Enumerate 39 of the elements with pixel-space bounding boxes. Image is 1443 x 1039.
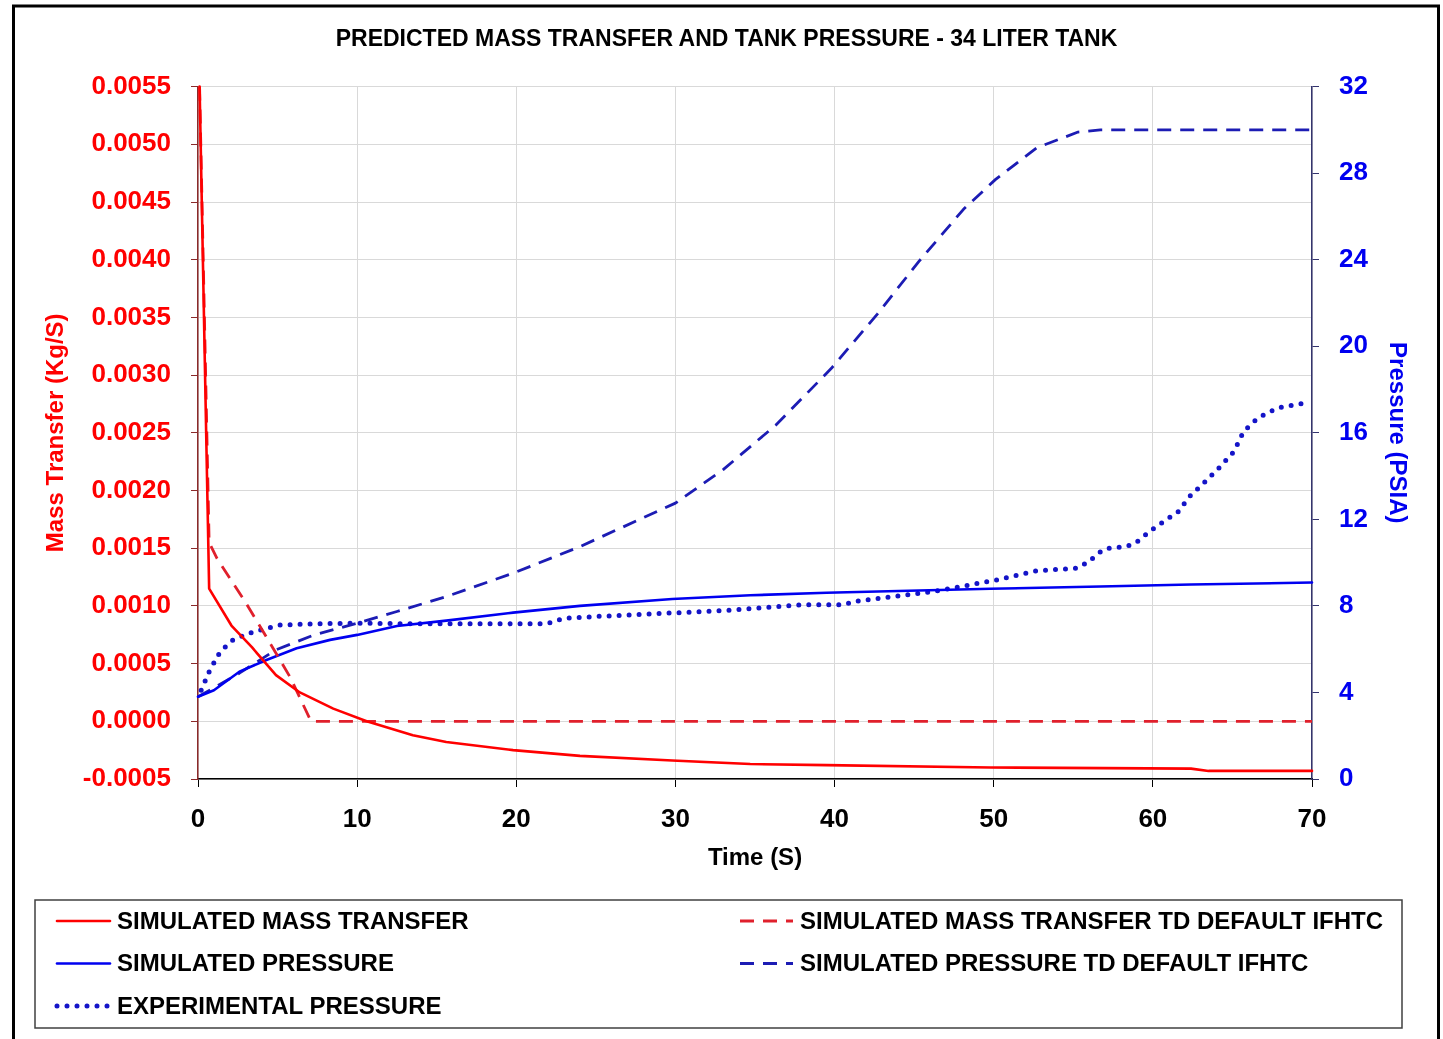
y2-tick-label: 32 bbox=[1339, 69, 1368, 100]
y-tick-label: 0.0045 bbox=[91, 185, 171, 216]
y-tick-label: 0.0020 bbox=[91, 473, 171, 504]
y2-tick-label: 12 bbox=[1339, 502, 1368, 533]
x-tick-label: 0 bbox=[190, 802, 206, 833]
x-tick-label: 20 bbox=[501, 802, 531, 833]
x-tick-label: 50 bbox=[979, 802, 1009, 833]
y2-tick-label: 4 bbox=[1339, 675, 1354, 706]
chart-title: PREDICTED MASS TRANSFER AND TANK PRESSURE - 34 LITER TANK bbox=[335, 25, 1118, 52]
x-tick-label: 70 bbox=[1297, 802, 1327, 833]
y-tick-label: 0.0025 bbox=[91, 415, 171, 446]
x-tick-label: 30 bbox=[660, 802, 690, 833]
x-axis-title: Time (S) bbox=[707, 843, 803, 871]
y2-tick-label: 8 bbox=[1339, 589, 1354, 620]
y2-axis-title: Pressure (PSIA) bbox=[1384, 342, 1412, 524]
y-tick-label: 0.0010 bbox=[91, 589, 171, 620]
y-tick-label: 0.0005 bbox=[91, 646, 171, 677]
y2-tick-label: 20 bbox=[1339, 329, 1368, 360]
y-tick-label: 0.0050 bbox=[91, 127, 171, 158]
y-tick-label: 0.0035 bbox=[91, 300, 171, 331]
legend-label: SIMULATED MASS TRANSFER bbox=[117, 906, 469, 934]
x-tick-label: 60 bbox=[1138, 802, 1168, 833]
y-axis-title: Mass Transfer (Kg/S) bbox=[41, 313, 69, 553]
y-tick-label: 0.0040 bbox=[91, 242, 171, 273]
y2-tick-label: 16 bbox=[1339, 415, 1368, 446]
y-tick-label: 0.0000 bbox=[91, 704, 171, 735]
y2-tick-label: 24 bbox=[1339, 242, 1369, 273]
x-tick-label: 10 bbox=[342, 802, 372, 833]
x-tick-label: 40 bbox=[820, 802, 850, 833]
y-tick-label: 0.0030 bbox=[91, 358, 171, 389]
legend-label: SIMULATED PRESSURE bbox=[117, 949, 394, 977]
y-tick-label: -0.0005 bbox=[82, 762, 171, 793]
y2-tick-label: 0 bbox=[1339, 762, 1354, 793]
legend-label: SIMULATED PRESSURE TD DEFAULT IFHTC bbox=[800, 949, 1309, 977]
legend-label: EXPERIMENTAL PRESSURE bbox=[117, 991, 442, 1019]
y-tick-label: 0.0015 bbox=[91, 531, 171, 562]
legend-label: SIMULATED MASS TRANSFER TD DEFAULT IFHTC bbox=[800, 906, 1384, 934]
y2-tick-label: 28 bbox=[1339, 156, 1368, 187]
y-tick-label: 0.0055 bbox=[91, 69, 171, 100]
